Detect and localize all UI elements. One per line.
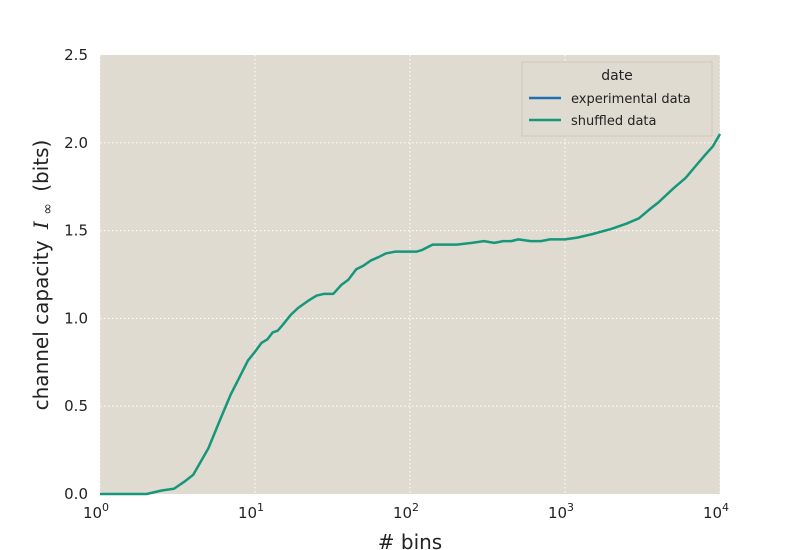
legend-box bbox=[521, 61, 713, 137]
x-tick-label: 101 bbox=[238, 501, 264, 522]
y-axis-label-subscript: ∞ bbox=[40, 203, 56, 215]
y-axis-label-unit: (bits) bbox=[29, 140, 53, 192]
y-tick-label: 0.0 bbox=[64, 485, 88, 503]
x-axis-ticks: 100 101 102 103 104 bbox=[83, 501, 729, 522]
x-tick-label: 102 bbox=[393, 501, 419, 522]
legend-label-experimental-data: experimental data bbox=[571, 92, 691, 107]
y-axis-label: channel capacity I ∞ (bits) bbox=[29, 140, 57, 411]
series-layer bbox=[100, 133, 722, 496]
y-tick-label: 2.5 bbox=[64, 46, 88, 64]
legend-label-shuffled-data: shuffled data bbox=[571, 114, 656, 129]
y-axis-ticks: 0.0 0.5 1.0 1.5 2.0 2.5 bbox=[64, 46, 88, 503]
x-tick-label: 100 bbox=[83, 501, 109, 522]
x-tick-label: 103 bbox=[548, 501, 574, 522]
y-tick-label: 1.5 bbox=[64, 222, 88, 240]
x-tick-label: 104 bbox=[703, 501, 729, 522]
legend: date experimental data shuffled data bbox=[521, 61, 713, 137]
y-axis-label-text: channel capacity bbox=[29, 240, 53, 410]
y-axis-label-symbol: I bbox=[29, 220, 53, 230]
legend-title: date bbox=[601, 68, 633, 84]
y-tick-label: 1.0 bbox=[64, 309, 88, 327]
y-tick-label: 2.0 bbox=[64, 134, 88, 152]
y-tick-label: 0.5 bbox=[64, 397, 88, 415]
x-axis-label: # bins bbox=[378, 530, 442, 550]
series-line-shuffled-data bbox=[100, 133, 722, 496]
